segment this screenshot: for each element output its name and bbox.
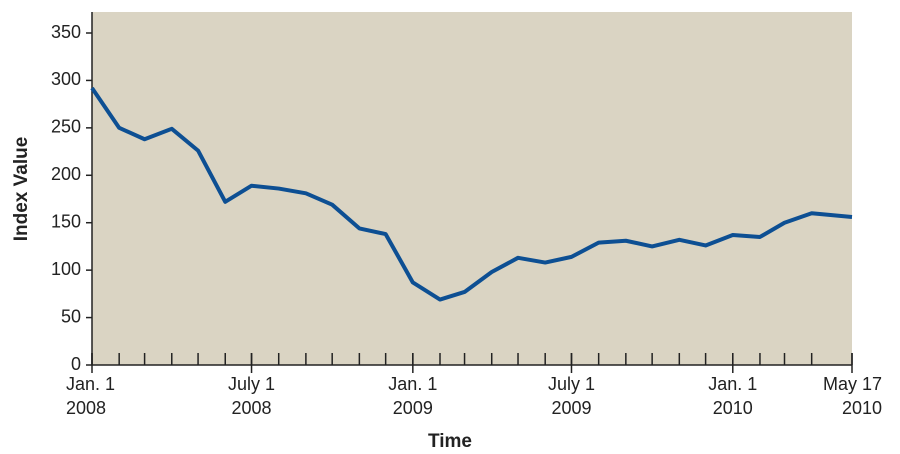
x-tick-label: Jan. 1: [388, 374, 437, 394]
x-axis-title: Time: [428, 431, 472, 452]
data-line: [90, 86, 853, 302]
y-axis-title: Index Value: [11, 137, 32, 242]
x-tick-label: Jan. 1: [708, 374, 757, 394]
x-tick-label: 2008: [232, 398, 272, 418]
x-tick-label: 2010: [713, 398, 753, 418]
y-tick-label: 300: [51, 69, 81, 89]
x-tick-label: July 1: [548, 374, 595, 394]
y-tick-label: 250: [51, 117, 81, 137]
x-tick-label: 2009: [393, 398, 433, 418]
x-tick-label: Jan. 1: [66, 374, 115, 394]
y-tick-label: 0: [71, 354, 81, 374]
y-tick-label: 50: [61, 306, 81, 326]
y-tick-label: 200: [51, 164, 81, 184]
plot-background: [92, 12, 852, 365]
x-tick-label: 2009: [551, 398, 591, 418]
x-tick-label: 2008: [66, 398, 106, 418]
x-tick-label: May 17: [823, 374, 882, 394]
y-tick-label: 150: [51, 211, 81, 231]
x-tick-label: July 1: [228, 374, 275, 394]
x-tick-label: 2010: [842, 398, 882, 418]
y-tick-label: 350: [51, 22, 81, 42]
y-tick-label: 100: [51, 259, 81, 279]
